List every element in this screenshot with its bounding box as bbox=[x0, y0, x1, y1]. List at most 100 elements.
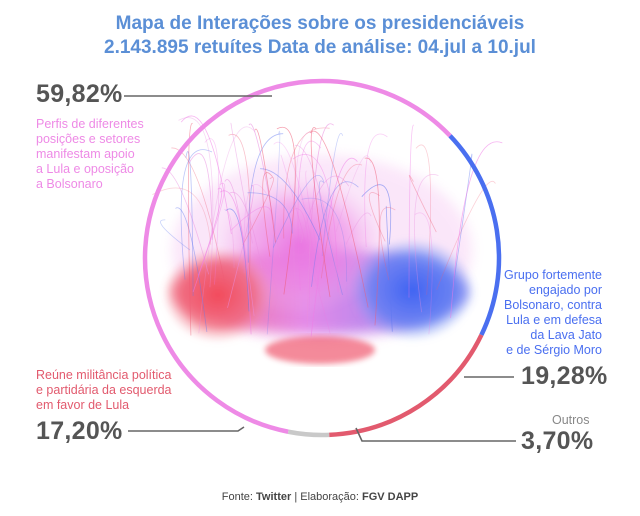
chart-title: Mapa de Interações sobre os presidenciáv… bbox=[115, 13, 525, 34]
network-strand bbox=[364, 133, 388, 248]
blue-desc-line: da Lava Jato bbox=[530, 328, 602, 342]
blue-desc-line: e de Sérgio Moro bbox=[506, 343, 602, 357]
network-strand bbox=[408, 124, 415, 298]
footer-credits: Fonte: Twitter | Elaboração: FGV DAPP bbox=[0, 491, 640, 503]
blue-desc-line: Grupo fortemente bbox=[504, 268, 602, 282]
network-strand bbox=[171, 147, 226, 285]
network-strand bbox=[311, 181, 359, 287]
network-strand bbox=[321, 133, 344, 256]
network-strand bbox=[161, 167, 210, 275]
network-cloud bbox=[152, 115, 503, 364]
network-strand bbox=[204, 138, 220, 285]
network-strand bbox=[436, 181, 496, 291]
pct-label-gray: 3,70% bbox=[521, 427, 594, 455]
pink-desc-line: a Lula e oposição bbox=[36, 162, 134, 176]
chart-subtitle: 2.143.895 retuítes Data de análise: 04.j… bbox=[104, 37, 536, 58]
ring-segment-gray bbox=[287, 429, 330, 438]
network-strand bbox=[227, 185, 254, 308]
network-strand bbox=[224, 179, 255, 316]
network-strand bbox=[229, 191, 263, 269]
red-desc-line: e partidária da esquerda bbox=[36, 383, 172, 397]
network-strand bbox=[289, 208, 310, 312]
network-strand bbox=[230, 122, 253, 244]
network-strand bbox=[379, 207, 396, 281]
network-strand bbox=[368, 192, 386, 242]
network-strand bbox=[318, 180, 343, 296]
network-strand bbox=[345, 212, 372, 245]
network-strand bbox=[364, 157, 380, 326]
footer-source: Twitter bbox=[256, 491, 292, 503]
pink-desc-line: posições e setores bbox=[36, 132, 141, 146]
network-strand bbox=[452, 153, 473, 292]
network-strand bbox=[223, 208, 235, 268]
footer-author: FGV DAPP bbox=[362, 491, 419, 503]
network-strand bbox=[293, 131, 315, 314]
network-strand bbox=[385, 205, 393, 332]
network-strand bbox=[301, 197, 348, 282]
network-strand bbox=[262, 172, 273, 257]
pct-label-blue: 19,28% bbox=[521, 362, 608, 390]
network-strand bbox=[180, 115, 232, 235]
network-strand bbox=[300, 175, 350, 244]
blue-group-description: Grupo fortemente engajado por Bolsonaro,… bbox=[488, 268, 602, 358]
red-desc-line: em favor de Lula bbox=[36, 398, 130, 412]
network-strand bbox=[414, 174, 439, 313]
network-strand bbox=[306, 123, 334, 328]
pink-desc-line: manifestam apoio bbox=[36, 147, 135, 161]
network-strand bbox=[292, 154, 339, 293]
ring-segment-pink bbox=[142, 78, 452, 434]
network-strand bbox=[310, 157, 358, 337]
network-strand bbox=[228, 133, 251, 291]
blue-desc-line: engajado por bbox=[529, 283, 602, 297]
network-strand bbox=[160, 219, 191, 251]
network-strand bbox=[297, 140, 322, 291]
network-strand bbox=[185, 151, 194, 297]
network-strand bbox=[283, 127, 330, 239]
network-strand bbox=[180, 149, 213, 280]
network-strand bbox=[266, 130, 281, 335]
network-strand bbox=[335, 155, 371, 232]
network-strand bbox=[248, 123, 281, 258]
leader-line-red bbox=[128, 426, 245, 432]
network-strand bbox=[450, 141, 503, 318]
network-strand bbox=[242, 177, 274, 245]
red-group-description: Reúne militância política e partidária d… bbox=[36, 368, 172, 413]
network-strand bbox=[309, 130, 369, 308]
network-strand bbox=[175, 207, 208, 332]
ring-segment-blue bbox=[448, 134, 502, 336]
red-desc-line: Reúne militância política bbox=[36, 368, 172, 382]
network-strand bbox=[276, 126, 296, 295]
network-strand bbox=[414, 212, 433, 335]
network-strand bbox=[280, 154, 331, 334]
pct-label-pink: 59,82% bbox=[36, 80, 123, 108]
network-strand bbox=[415, 144, 432, 295]
network-strand bbox=[219, 190, 252, 335]
network-strand bbox=[310, 127, 331, 298]
network-strand bbox=[178, 117, 214, 288]
network-strand bbox=[152, 187, 212, 245]
pink-group-description: Perfis de diferentes posições e setores … bbox=[36, 117, 144, 192]
network-strand bbox=[188, 123, 194, 336]
network-strand bbox=[192, 187, 223, 293]
pct-label-red: 17,20% bbox=[36, 417, 123, 445]
network-strand bbox=[247, 192, 293, 234]
network-strand bbox=[260, 168, 321, 241]
pink-desc-line: Perfis de diferentes bbox=[36, 117, 144, 131]
blue-desc-line: Bolsonaro, contra bbox=[504, 298, 602, 312]
network-strand bbox=[225, 208, 250, 312]
pink-desc-line: a Bolsonaro bbox=[36, 177, 103, 191]
ring-segment-red bbox=[329, 333, 484, 438]
network-strand bbox=[305, 170, 319, 258]
network-strand bbox=[294, 144, 341, 298]
blue-desc-line: Lula e em defesa bbox=[506, 313, 602, 327]
footer-separator: | Elaboração: bbox=[291, 491, 362, 503]
gray-group-description: Outros bbox=[552, 413, 590, 428]
network-strand bbox=[361, 184, 392, 245]
network-strand bbox=[247, 133, 284, 263]
network-strand bbox=[272, 175, 325, 248]
network-strand bbox=[198, 126, 256, 334]
gray-desc-line: Outros bbox=[552, 413, 590, 427]
network-strand bbox=[188, 153, 213, 240]
leader-line-gray bbox=[355, 427, 516, 442]
